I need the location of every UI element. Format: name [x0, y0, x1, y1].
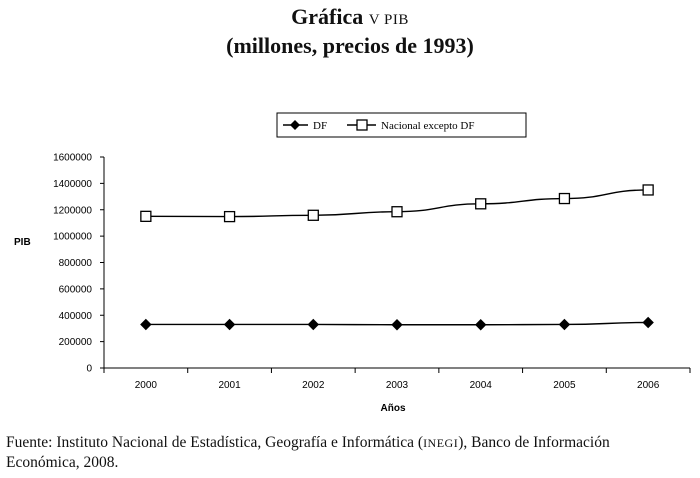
- data-point-df: [642, 316, 654, 329]
- y-tick-label: 800000: [59, 258, 93, 269]
- x-tick-label: 2000: [135, 380, 158, 391]
- chart-title-main: Gráfica: [291, 4, 364, 29]
- data-point-df: [475, 319, 487, 331]
- legend-label-nacional: Nacional excepto DF: [381, 120, 474, 132]
- data-point-df: [307, 318, 319, 331]
- y-tick-label: 1600000: [53, 153, 92, 164]
- y-tick-label: 200000: [59, 337, 93, 348]
- data-point-nacional-excepto-df: [140, 210, 152, 222]
- data-point-nacional-excepto-df: [475, 198, 487, 210]
- data-point-nacional-excepto-df: [223, 210, 236, 223]
- y-tick-label: 1400000: [53, 179, 92, 190]
- data-point-df: [223, 318, 236, 331]
- y-tick-label: 1000000: [53, 232, 92, 243]
- data-point-nacional-excepto-df: [307, 209, 319, 221]
- y-tick-label: 600000: [59, 284, 93, 295]
- x-axis-title: Años: [381, 403, 406, 414]
- data-point-nacional-excepto-df: [642, 184, 654, 196]
- source-line1-b: ), Banco de Información: [458, 434, 610, 451]
- y-tick-label: 1200000: [53, 205, 92, 216]
- chart-title-label: V PIB: [368, 12, 409, 28]
- y-tick-label: 0: [86, 364, 92, 375]
- data-point-df: [140, 318, 152, 331]
- data-point-df: [558, 318, 571, 331]
- source-line1-a: Fuente: Instituto Nacional de Estadístic…: [6, 434, 424, 451]
- legend-box: [276, 112, 527, 138]
- x-tick-label: 2004: [470, 380, 493, 391]
- legend-marker-nacional: [356, 119, 368, 131]
- line-chart: 0 200000 400000 600000 800000 1000000 1200000 1…: [14, 112, 691, 414]
- source-line2: Económica, 2008.: [6, 454, 119, 471]
- x-tick-label: 2005: [553, 380, 576, 391]
- x-tick-label: 2002: [302, 380, 325, 391]
- chart-title: Gráfica V PIB: [0, 4, 700, 30]
- chart-subtitle: (millones, precios de 1993): [226, 33, 474, 58]
- x-tick-label: 2006: [637, 380, 660, 391]
- x-tick-label: 2001: [218, 380, 241, 391]
- legend-label-df: DF: [313, 120, 327, 132]
- source-abbrev: INEGI: [423, 436, 459, 450]
- y-tick-label: 400000: [59, 311, 93, 322]
- data-point-df: [391, 319, 403, 331]
- data-point-nacional-excepto-df: [558, 192, 571, 205]
- legend-marker-df: [290, 120, 300, 130]
- y-axis-title: PIB: [14, 237, 31, 248]
- source-note: Fuente: Instituto Nacional de Estadístic…: [6, 433, 700, 473]
- x-tick-label: 2003: [386, 380, 409, 391]
- data-point-nacional-excepto-df: [391, 206, 403, 218]
